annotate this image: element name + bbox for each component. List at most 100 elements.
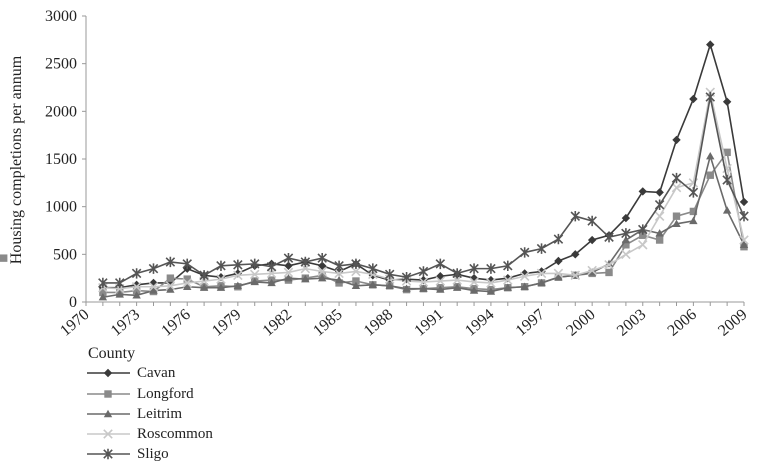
data-point bbox=[103, 448, 113, 460]
legend-item-cavan: Cavan bbox=[86, 363, 306, 383]
data-point bbox=[537, 278, 546, 287]
data-point bbox=[99, 288, 107, 297]
data-point bbox=[402, 284, 411, 292]
y-axis-label: Housing completions per annum bbox=[8, 55, 25, 264]
data-point bbox=[98, 293, 108, 301]
y-tick-label: 500 bbox=[53, 246, 77, 263]
data-point bbox=[655, 188, 664, 197]
x-tick-label: 1970 bbox=[57, 306, 92, 340]
data-point bbox=[148, 263, 159, 274]
legend-swatch bbox=[87, 409, 130, 418]
legend-swatch bbox=[87, 390, 130, 398]
data-point bbox=[165, 256, 176, 268]
legend-swatch bbox=[87, 429, 130, 439]
data-point bbox=[688, 187, 699, 198]
data-point bbox=[384, 269, 395, 280]
series-line bbox=[102, 92, 745, 290]
data-point bbox=[401, 272, 412, 283]
data-point bbox=[723, 148, 731, 157]
data-point bbox=[605, 268, 613, 277]
data-point bbox=[249, 258, 260, 270]
data-point bbox=[654, 211, 665, 221]
legend-label: Cavan bbox=[137, 365, 176, 381]
data-point bbox=[284, 261, 293, 270]
data-point bbox=[199, 283, 209, 291]
data-point bbox=[621, 213, 631, 223]
data-point bbox=[503, 275, 513, 285]
data-point bbox=[672, 135, 681, 145]
legend-item-sligo: Sligo bbox=[86, 444, 306, 464]
data-point bbox=[351, 281, 361, 289]
data-point bbox=[233, 259, 243, 271]
data-point bbox=[300, 256, 311, 268]
data-point bbox=[469, 286, 479, 294]
line-chart: 0 500 1000 1500 2000 2500 3000 1970 1973 1976 1979… bbox=[0, 0, 751, 340]
data-point bbox=[655, 236, 664, 244]
data-point bbox=[655, 229, 664, 237]
series-leitrim bbox=[98, 151, 749, 301]
series-sligo bbox=[99, 92, 749, 289]
legend-label: Sligo bbox=[137, 446, 169, 462]
data-point bbox=[103, 409, 113, 418]
legend-item-roscommon: Roscommon bbox=[86, 424, 306, 444]
legend-title: County bbox=[88, 345, 136, 362]
legend-label: Roscommon bbox=[137, 426, 213, 442]
data-point bbox=[283, 252, 294, 264]
data-point bbox=[368, 263, 378, 274]
data-point bbox=[183, 275, 191, 283]
data-point bbox=[570, 270, 581, 281]
x-tick-label: 1991 bbox=[411, 306, 446, 340]
data-point bbox=[0, 254, 8, 262]
x-tick-label: 2003 bbox=[614, 306, 649, 340]
data-point bbox=[739, 240, 749, 248]
data-point bbox=[503, 260, 513, 271]
data-point bbox=[334, 275, 344, 284]
data-point bbox=[554, 256, 563, 266]
data-point bbox=[621, 235, 631, 244]
data-point bbox=[368, 280, 378, 289]
data-point bbox=[638, 240, 648, 250]
data-point bbox=[554, 273, 563, 281]
data-point bbox=[131, 281, 142, 292]
data-point bbox=[671, 182, 682, 193]
data-point bbox=[638, 187, 647, 196]
data-point bbox=[301, 274, 310, 283]
data-point bbox=[739, 197, 749, 207]
x-tick-label: 2000 bbox=[563, 306, 598, 340]
data-point bbox=[689, 94, 698, 104]
data-point bbox=[165, 281, 176, 291]
data-point bbox=[334, 260, 344, 271]
y-tick-label: 0 bbox=[69, 294, 77, 311]
data-point bbox=[148, 281, 159, 292]
data-point bbox=[182, 278, 192, 288]
legend-label: Longford bbox=[137, 386, 194, 402]
data-point bbox=[671, 172, 682, 184]
data-point bbox=[131, 268, 142, 279]
data-point bbox=[149, 286, 158, 294]
x-tick-label: 1994 bbox=[462, 306, 497, 340]
data-point bbox=[317, 252, 327, 264]
data-point bbox=[132, 280, 141, 290]
x-tick-label: 1985 bbox=[310, 306, 345, 340]
data-point bbox=[318, 261, 327, 270]
y-tick-label: 2500 bbox=[45, 56, 77, 73]
data-point bbox=[689, 216, 698, 225]
data-point bbox=[604, 231, 614, 243]
data-point bbox=[639, 231, 647, 239]
legend: County Cavan Longford Leitrim Roscommon Slig… bbox=[86, 345, 306, 466]
y-tick-label: 1000 bbox=[45, 199, 77, 216]
x-tick-label: 1976 bbox=[158, 306, 193, 340]
data-point bbox=[352, 277, 360, 285]
data-point bbox=[385, 281, 394, 289]
data-point bbox=[334, 268, 344, 279]
data-point bbox=[318, 273, 327, 282]
data-point bbox=[689, 207, 698, 216]
data-point bbox=[317, 266, 327, 277]
data-point bbox=[571, 250, 580, 259]
data-point bbox=[351, 258, 361, 270]
data-point bbox=[587, 265, 597, 276]
data-point bbox=[419, 284, 428, 292]
data-point bbox=[519, 247, 530, 258]
data-point bbox=[132, 286, 141, 295]
data-point bbox=[452, 268, 462, 279]
